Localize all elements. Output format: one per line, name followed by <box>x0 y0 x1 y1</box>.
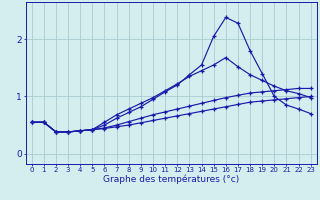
X-axis label: Graphe des températures (°c): Graphe des températures (°c) <box>103 175 239 184</box>
